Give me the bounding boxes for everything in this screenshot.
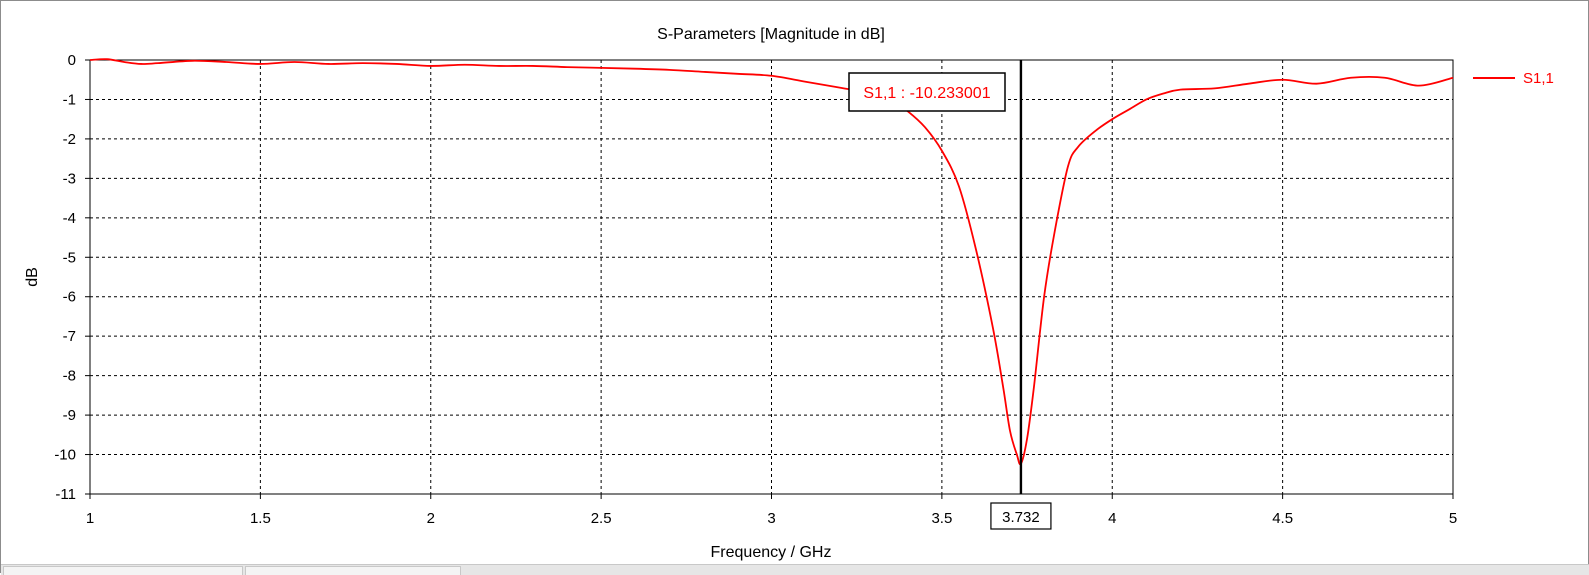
y-tick-label: -1 xyxy=(63,91,76,108)
chart-title: S-Parameters [Magnitude in dB] xyxy=(657,26,885,43)
y-axis: 0 -1 -2 -3 -4 -5 -6 -7 -8 -9 -10 -11 xyxy=(54,52,90,503)
marker-x-label: 3.732 xyxy=(1002,509,1040,526)
y-tick-label: -5 xyxy=(63,249,76,266)
x-tick-label: 2.5 xyxy=(591,510,612,527)
marker-value-box xyxy=(848,72,1006,112)
y-tick-label: -7 xyxy=(63,328,76,345)
y-tick-label: -11 xyxy=(55,486,76,503)
x-tick-label: 4 xyxy=(1108,510,1116,527)
y-tick-label: -9 xyxy=(63,407,76,424)
x-tick-label: 1 xyxy=(86,510,94,527)
x-tick-label: 4.5 xyxy=(1272,510,1293,527)
marker-value-label: S1,1 : -10.233001 xyxy=(863,85,990,102)
legend-entry[interactable]: S1,1 xyxy=(1523,70,1554,87)
y-tick-label: 0 xyxy=(68,52,76,69)
series-line-s11 xyxy=(89,58,1454,466)
x-tick-label: 3 xyxy=(767,510,775,527)
x-axis-label: Frequency / GHz xyxy=(711,544,832,561)
grid xyxy=(90,60,1453,494)
x-tick-label: 3.5 xyxy=(931,510,952,527)
legend[interactable]: S1,1 xyxy=(1473,70,1554,87)
y-tick-label: -2 xyxy=(63,131,76,148)
marker-x-box xyxy=(990,502,1052,530)
y-tick-label: -10 xyxy=(54,447,76,464)
y-tick-label: -8 xyxy=(63,368,76,385)
y-axis-label: dB xyxy=(24,267,41,287)
view-tab-2[interactable] xyxy=(245,566,461,575)
y-tick-label: -4 xyxy=(63,210,76,227)
y-tick-label: -3 xyxy=(63,170,76,187)
view-tab-1[interactable] xyxy=(3,566,243,575)
status-strip xyxy=(1,564,1589,575)
y-tick-label: -6 xyxy=(63,289,76,306)
x-tick-label: 5 xyxy=(1449,510,1457,527)
x-tick-label: 2 xyxy=(427,510,435,527)
x-axis: 1 1.5 2 2.5 3 3.5 4 4.5 5 xyxy=(86,494,1457,527)
marker-layer[interactable]: S1,1 : -10.233001 3.732 xyxy=(848,60,1052,530)
series-layer xyxy=(89,58,1454,466)
x-tick-label: 1.5 xyxy=(250,510,271,527)
